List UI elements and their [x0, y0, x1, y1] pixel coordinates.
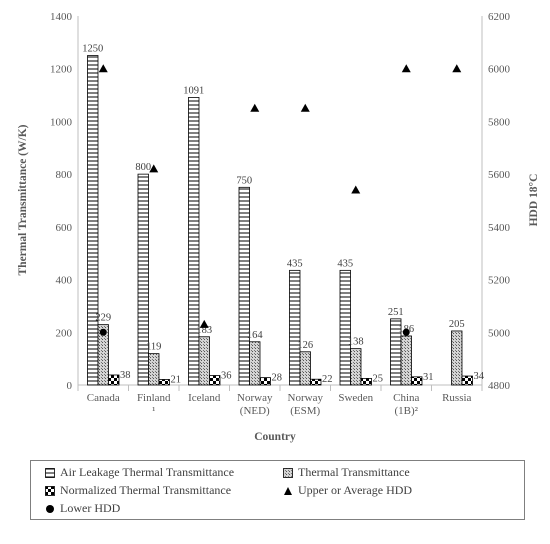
- bar: [137, 173, 149, 386]
- bar: [87, 55, 99, 386]
- data-label: 28: [272, 373, 283, 384]
- upper-hdd-marker: [149, 164, 159, 173]
- x-tick-label: Finland ¹: [137, 392, 171, 417]
- y-tick-label: 800: [56, 169, 73, 181]
- data-label: 750: [236, 175, 252, 186]
- x-tick-label: Canada: [87, 392, 120, 404]
- data-label: 435: [287, 258, 303, 269]
- lower-hdd-marker: [402, 328, 410, 336]
- bar: [249, 341, 261, 386]
- x-tick-label: Iceland: [188, 392, 221, 404]
- data-label: 119: [146, 342, 161, 353]
- bar: [299, 351, 311, 386]
- y-tick-label: 600: [56, 222, 73, 234]
- bar: [461, 375, 473, 386]
- data-label: 205: [449, 319, 465, 330]
- legend-label: Air Leakage Thermal Transmittance: [60, 465, 235, 479]
- legend-item: Thermal Transmittance: [283, 465, 410, 480]
- x-tick-label: Norway (ESM): [288, 392, 324, 417]
- bar: [350, 348, 362, 386]
- y2-tick-label: 5200: [488, 275, 511, 287]
- legend: Air Leakage Thermal Transmittance Thermal…: [30, 460, 525, 520]
- data-label: 138: [348, 337, 364, 348]
- y2-tick-label: 5000: [488, 327, 511, 339]
- legend-item: Normalized Thermal Transmittance: [45, 483, 231, 498]
- legend-swatch: [45, 467, 55, 478]
- legend-swatch: [45, 485, 55, 496]
- bar: [411, 376, 423, 386]
- data-label: 435: [337, 258, 353, 269]
- y2-tick-label: 5400: [488, 222, 511, 234]
- legend-item: Air Leakage Thermal Transmittance: [45, 465, 234, 480]
- data-label: 800: [135, 162, 151, 173]
- data-label: 164: [247, 330, 264, 341]
- bar: [158, 379, 170, 386]
- upper-hdd-marker: [98, 64, 108, 73]
- data-label: 22: [322, 374, 333, 385]
- bar: [400, 335, 412, 386]
- bar: [259, 377, 271, 386]
- upper-hdd-marker: [452, 64, 462, 73]
- legend-swatch: [284, 486, 292, 495]
- bar: [339, 269, 351, 386]
- upper-hdd-marker: [199, 319, 209, 328]
- data-label: 1250: [82, 44, 103, 55]
- bar: [188, 97, 200, 386]
- data-label: 34: [474, 371, 485, 382]
- bar: [148, 353, 160, 386]
- y-tick-label: 400: [56, 275, 73, 287]
- data-label: 36: [221, 371, 232, 382]
- y-tick-label: 1000: [50, 116, 73, 128]
- y2-tick-label: 5800: [488, 116, 511, 128]
- data-label: 229: [95, 313, 111, 324]
- y-tick-label: 1200: [50, 64, 73, 76]
- y-axis-title: Thermal Transmittance (W/K): [17, 124, 29, 275]
- legend-label: Normalized Thermal Transmittance: [60, 483, 232, 497]
- data-label: 251: [388, 307, 404, 318]
- y2-tick-label: 6200: [488, 11, 511, 23]
- legend-label: Thermal Transmittance: [298, 465, 410, 479]
- data-label: 21: [171, 374, 182, 385]
- plot-area: 0 200 400 600 800 1000 1200 1400 4800 5000 5200 540…: [50, 11, 511, 417]
- legend-swatch: [46, 504, 54, 513]
- legend-label: Lower HDD: [60, 501, 121, 515]
- chart: 0 200 400 600 800 1000 1200 1400 4800 5000 5200 540…: [17, 11, 540, 443]
- upper-hdd-marker: [250, 103, 260, 112]
- x-axis-title: Country: [254, 431, 296, 443]
- bar: [97, 324, 109, 386]
- legend-item: Lower HDD: [45, 501, 120, 516]
- x-tick-label: China (1B)²: [393, 392, 419, 417]
- upper-hdd-marker: [300, 103, 310, 112]
- legend-swatch: [283, 467, 293, 478]
- bar: [198, 336, 210, 386]
- legend-label: Upper or Average HDD: [298, 483, 413, 497]
- data-label: 1091: [183, 85, 204, 96]
- data-label: 183: [196, 325, 212, 336]
- y2-axis-title: HDD 18°C: [528, 174, 540, 227]
- y2-tick-label: 6000: [488, 64, 511, 76]
- y-tick-label: 200: [56, 327, 73, 339]
- data-label: 126: [297, 340, 313, 351]
- y2-tick-label: 5600: [488, 169, 511, 181]
- y-tick-label: 1400: [50, 11, 73, 23]
- x-tick-label: Norway (NED): [237, 392, 273, 417]
- bar: [238, 186, 250, 386]
- bar: [360, 378, 372, 386]
- bar: [209, 375, 221, 386]
- y-tick-label: 0: [67, 380, 73, 392]
- upper-hdd-marker: [351, 185, 361, 194]
- lower-hdd-marker: [99, 328, 107, 336]
- legend-item: Upper or Average HDD: [283, 483, 412, 498]
- bar: [108, 374, 120, 386]
- y2-tick-label: 4800: [488, 380, 511, 392]
- data-label: 25: [373, 373, 384, 384]
- bar: [310, 378, 322, 386]
- data-label: 31: [423, 372, 434, 383]
- x-tick-label: Sweden: [338, 392, 373, 404]
- upper-hdd-marker: [401, 64, 411, 73]
- data-label: 38: [120, 370, 131, 381]
- x-tick-label: Russia: [442, 392, 471, 404]
- bar: [451, 330, 463, 386]
- bar: [289, 269, 301, 386]
